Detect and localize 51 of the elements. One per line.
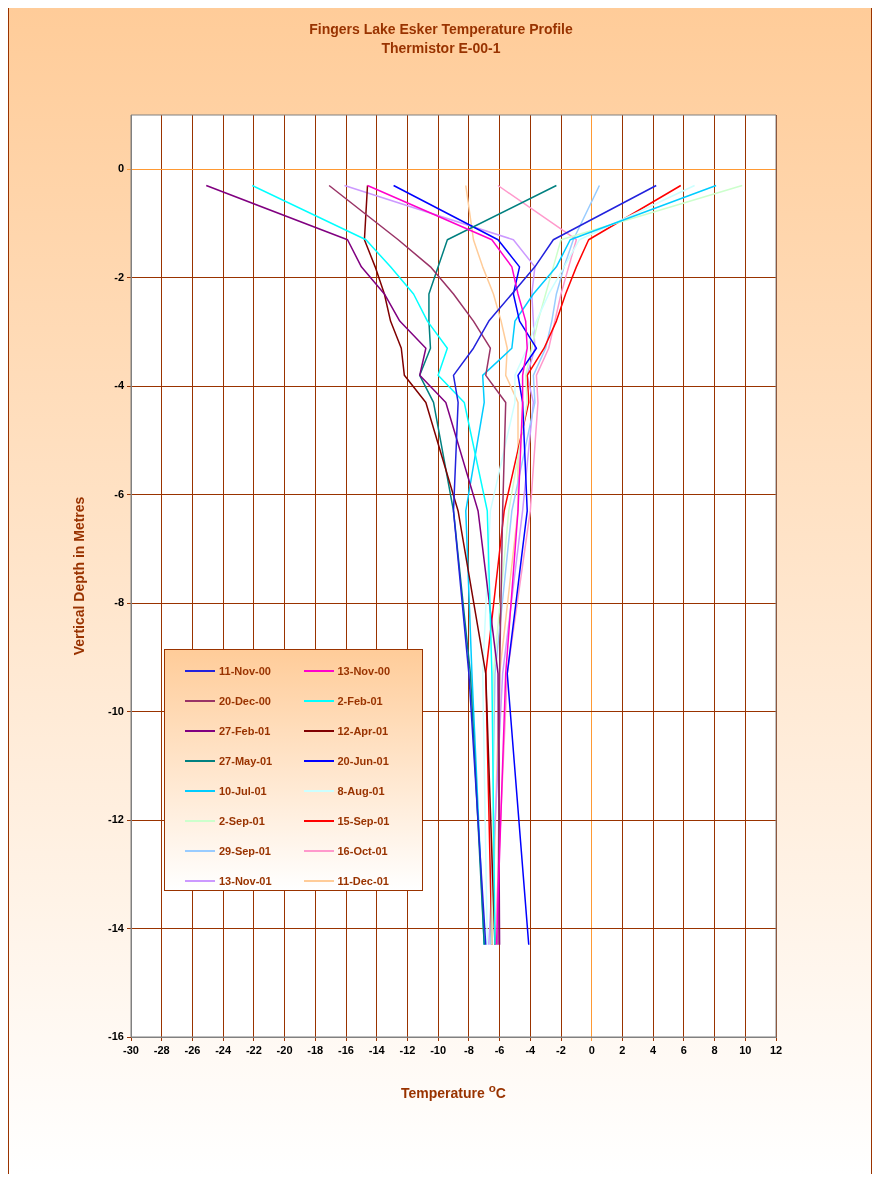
x-tick-label: -2 bbox=[556, 1043, 566, 1056]
x-tick-label: -10 bbox=[430, 1043, 447, 1056]
x-tick-label: 10 bbox=[739, 1043, 752, 1056]
x-tick-label: -16 bbox=[338, 1043, 354, 1056]
x-tick-label: -4 bbox=[525, 1043, 537, 1056]
chart-title: Fingers Lake Esker Temperature Profile bbox=[308, 20, 574, 39]
x-tick-label: 6 bbox=[680, 1043, 687, 1056]
legend-label: 8-Aug-01 bbox=[337, 785, 385, 797]
x-tick-label: 8 bbox=[711, 1043, 718, 1056]
legend-label: 11-Nov-00 bbox=[219, 665, 271, 677]
legend-label: 20-Dec-00 bbox=[219, 695, 271, 707]
legend-label: 2-Sep-01 bbox=[219, 815, 265, 827]
x-tick-label: 0 bbox=[588, 1043, 595, 1056]
y-tick-label: -6 bbox=[114, 487, 124, 500]
x-tick-label: -26 bbox=[184, 1043, 201, 1056]
x-tick-label: -20 bbox=[276, 1043, 293, 1056]
legend-label: 10-Jul-01 bbox=[219, 785, 267, 797]
y-tick-label: -14 bbox=[108, 921, 125, 934]
x-tick-label: -30 bbox=[123, 1043, 139, 1056]
x-tick-label: -22 bbox=[245, 1043, 262, 1056]
legend-label: 29-Sep-01 bbox=[219, 845, 271, 857]
x-tick-label: -18 bbox=[307, 1043, 324, 1056]
legend-label: 11-Dec-01 bbox=[337, 875, 389, 887]
legend-label: 27-May-01 bbox=[219, 755, 273, 767]
legend-label: 20-Jun-01 bbox=[337, 755, 389, 767]
x-axis-title: Temperature $^{o}$C bbox=[400, 1081, 507, 1101]
legend-label: 13-Nov-00 bbox=[337, 665, 391, 677]
legend-label: 12-Apr-01 bbox=[337, 725, 389, 737]
x-tick-label: -14 bbox=[368, 1043, 386, 1056]
x-tick-label: -28 bbox=[153, 1043, 170, 1056]
y-tick-label: -10 bbox=[108, 704, 124, 717]
x-tick-label: -8 bbox=[463, 1043, 474, 1056]
y-tick-label: -8 bbox=[114, 596, 124, 609]
legend-label: 13-Nov-01 bbox=[219, 875, 272, 887]
x-tick-label: -24 bbox=[215, 1043, 232, 1056]
y-tick-label: -12 bbox=[108, 813, 124, 826]
legend-label: 27-Feb-01 bbox=[219, 725, 271, 737]
legend-label: 16-Oct-01 bbox=[337, 845, 388, 857]
legend-label: 15-Sep-01 bbox=[337, 815, 390, 827]
x-tick-label: -12 bbox=[399, 1043, 416, 1056]
y-tick-label: 0 bbox=[117, 162, 124, 175]
x-tick-label: 12 bbox=[769, 1043, 783, 1056]
x-tick-label: -6 bbox=[494, 1043, 505, 1056]
y-tick-label: -16 bbox=[108, 1030, 124, 1043]
x-tick-label: 4 bbox=[650, 1043, 658, 1056]
chart-subtitle: Thermistor E-00-1 bbox=[380, 39, 502, 58]
y-axis-title: Vertical Depth in Metres bbox=[71, 496, 87, 656]
x-tick-label: 2 bbox=[619, 1043, 626, 1056]
y-tick-label: -4 bbox=[114, 379, 125, 392]
y-tick-label: -2 bbox=[114, 270, 124, 283]
legend-label: 2-Feb-01 bbox=[337, 695, 383, 707]
